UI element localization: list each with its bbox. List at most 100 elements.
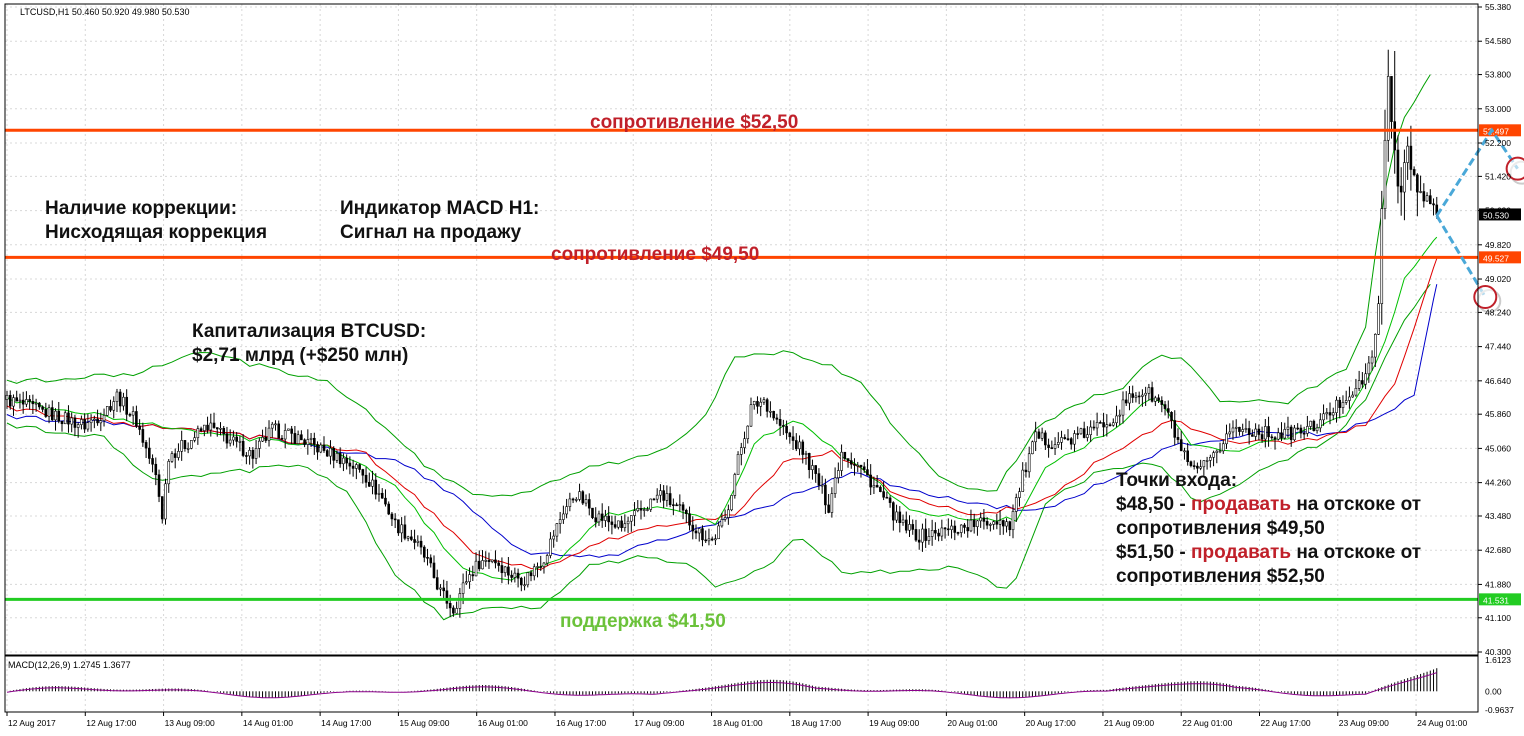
candle-body [264,437,268,441]
candle-body [837,470,840,479]
x-tick-label: 12 Aug 2017 [8,718,56,728]
candle-body [811,465,814,470]
candle-body [135,411,138,427]
candle-body [28,399,31,402]
candle-body [1351,394,1354,398]
y-tick-label: 46.640 [1485,376,1511,386]
candle-body [1166,408,1170,413]
candle-body [212,422,216,428]
candle-body [1264,426,1267,440]
candle-body [122,396,125,407]
candle-body [1092,426,1096,429]
candle-body [1115,415,1118,424]
entry-2-action: продавать [1191,542,1292,563]
candle-body [914,529,918,541]
candle-body [1403,162,1406,193]
candle-body [976,520,979,527]
current-price-tag-text: 50.530 [1483,210,1509,220]
candle-body [930,530,934,537]
x-tick-label: 23 Aug 09:00 [1339,718,1389,728]
candle-body [251,449,255,459]
candle-body [759,401,762,407]
candle-body [720,519,724,527]
candle-body [934,530,937,534]
candle-body [833,477,837,494]
candle-body [733,474,737,496]
candle-body [600,513,604,521]
candle-body [455,608,458,614]
candle-body [1425,195,1429,202]
candle-body [267,427,271,441]
candle-body [471,574,475,577]
candle-body [853,463,856,466]
candle-body [665,493,669,501]
candle-body [1225,433,1228,445]
level-price-tag-text: 41.531 [1483,595,1509,605]
candle-body [578,491,581,500]
candle-body [1428,195,1432,205]
candle-body [820,484,824,487]
correction-title: Наличие коррекции: [45,198,238,219]
candle-body [775,417,779,420]
bollinger-upper-line [6,74,1431,497]
candle-body [830,493,834,513]
candle-body [15,397,19,402]
candle-body [432,562,436,578]
candle-body [937,532,940,537]
candle-body [442,587,445,592]
candle-body [99,420,103,424]
candle-body [995,521,999,525]
candle-body [1131,393,1134,398]
level-price-tag-text: 52.497 [1483,126,1509,136]
candle-body [1283,429,1287,439]
y-tick-label: 53.000 [1485,104,1511,114]
candle-body [613,524,617,528]
candle-body [571,498,575,501]
candle-body [76,424,80,428]
candle-body [701,528,704,541]
candle-body [565,506,568,515]
candle-body [1257,428,1261,435]
candle-body [1150,387,1154,402]
candle-body [788,432,792,438]
candle-body [594,517,598,523]
candle-body [400,524,403,534]
candle-body [280,437,284,440]
candle-body [60,420,64,425]
candle-body [723,517,727,520]
entry-1-action: продавать [1191,494,1292,515]
candle-body [1260,434,1264,440]
x-tick-label: 17 Aug 09:00 [634,718,684,728]
entry-2: $51,50 - продавать на отскоке от [1116,541,1421,565]
candle-body [1234,426,1238,429]
candle-body [704,539,708,542]
candle-body [1076,433,1080,435]
candle-body [461,582,465,594]
candle-body [539,566,543,568]
candle-body [746,425,750,440]
candle-body [173,453,177,458]
candle-body [112,401,116,411]
candle-body [917,539,921,543]
macd-value: Сигнал на продажу [340,222,522,243]
candle-body [739,447,743,455]
candle-body [1176,437,1180,440]
candle-body [225,433,229,444]
candle-body [646,509,649,511]
candle-body [228,439,232,444]
axes: 55.38054.58053.80053.00052.20051.42050.6… [6,2,1521,728]
candle-body [1095,422,1099,429]
y-tick-label: 53.800 [1485,70,1511,80]
candle-body [384,497,387,505]
bollinger-bands [6,74,1431,621]
candle-body [1315,427,1319,431]
candle-body [697,528,701,534]
x-tick-label: 14 Aug 17:00 [321,718,371,728]
candle-body [1309,420,1312,427]
candle-body [96,418,99,424]
ma-fast-line [6,236,1438,581]
candle-body [261,437,264,442]
candle-body [1128,393,1131,404]
